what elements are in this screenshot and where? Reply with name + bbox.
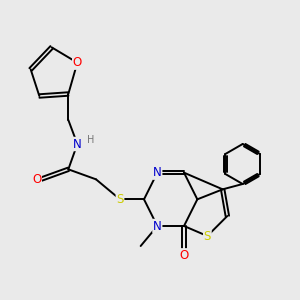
Text: O: O: [73, 56, 82, 69]
Text: O: O: [32, 173, 41, 186]
Text: N: N: [153, 166, 162, 179]
Text: N: N: [73, 137, 82, 151]
Text: S: S: [116, 193, 124, 206]
Text: O: O: [179, 249, 189, 262]
Text: N: N: [153, 220, 162, 232]
Text: H: H: [87, 135, 94, 145]
Text: S: S: [204, 230, 211, 242]
